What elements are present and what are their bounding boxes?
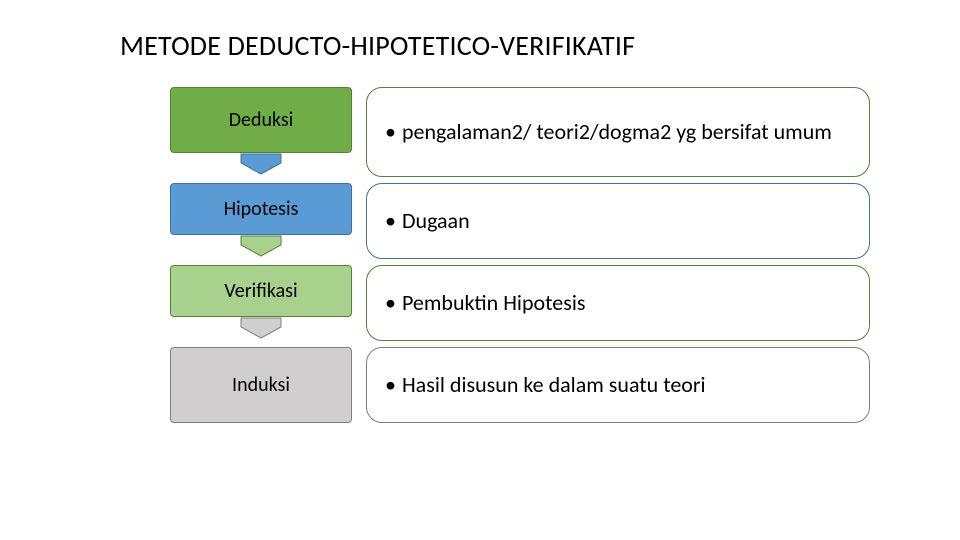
down-arrow-icon — [239, 153, 283, 175]
description-inner: •Hasil disusun ke dalam suatu teori — [385, 371, 706, 399]
step-label: Deduksi — [229, 108, 294, 132]
description-inner: •Pembuktin Hipotesis — [385, 289, 585, 317]
step-box: Induksi — [170, 347, 352, 423]
description-inner: •pengalaman2/ teori2/dogma2 yg bersifat … — [385, 118, 832, 146]
slide: METODE DEDUCTO-HIPOTETICO-VERIFIKATIF De… — [0, 0, 960, 540]
step-column: Deduksi — [170, 87, 352, 177]
description-text: Hasil disusun ke dalam suatu teori — [402, 371, 706, 398]
diagram-row: Verifikasi •Pembuktin Hipotesis — [170, 265, 870, 341]
description-box: •Hasil disusun ke dalam suatu teori — [366, 347, 870, 423]
bullet-dot: • — [385, 118, 396, 145]
bullet-dot: • — [385, 207, 396, 234]
arrow-wrap — [170, 153, 352, 177]
diagram-row: Hipotesis •Dugaan — [170, 183, 870, 259]
description-box: •Dugaan — [366, 183, 870, 259]
step-label: Hipotesis — [224, 197, 299, 221]
description-text: Pembuktin Hipotesis — [402, 289, 586, 316]
down-arrow-icon — [239, 235, 283, 257]
diagram-row: Induksi •Hasil disusun ke dalam suatu teo… — [170, 347, 870, 423]
step-label: Induksi — [232, 373, 290, 397]
step-column: Verifikasi — [170, 265, 352, 341]
description-box: •pengalaman2/ teori2/dogma2 yg bersifat … — [366, 87, 870, 177]
step-box: Deduksi — [170, 87, 352, 153]
step-label: Verifikasi — [224, 279, 297, 303]
bullet-dot: • — [385, 371, 396, 398]
description-inner: •Dugaan — [385, 207, 470, 235]
page-title: METODE DEDUCTO-HIPOTETICO-VERIFIKATIF — [120, 28, 960, 63]
down-arrow-icon — [239, 317, 283, 339]
step-box: Verifikasi — [170, 265, 352, 317]
diagram-row: Deduksi •pengalaman2/ teori2/dogma2 yg b… — [170, 87, 870, 177]
arrow-wrap — [170, 317, 352, 341]
description-text: Dugaan — [402, 207, 470, 234]
bullet-dot: • — [385, 289, 396, 316]
arrow-wrap — [170, 235, 352, 259]
step-column: Hipotesis — [170, 183, 352, 259]
diagram-rows: Deduksi •pengalaman2/ teori2/dogma2 yg b… — [170, 87, 870, 429]
description-text: pengalaman2/ teori2/dogma2 yg bersifat u… — [402, 118, 832, 145]
description-box: •Pembuktin Hipotesis — [366, 265, 870, 341]
step-box: Hipotesis — [170, 183, 352, 235]
step-column: Induksi — [170, 347, 352, 423]
